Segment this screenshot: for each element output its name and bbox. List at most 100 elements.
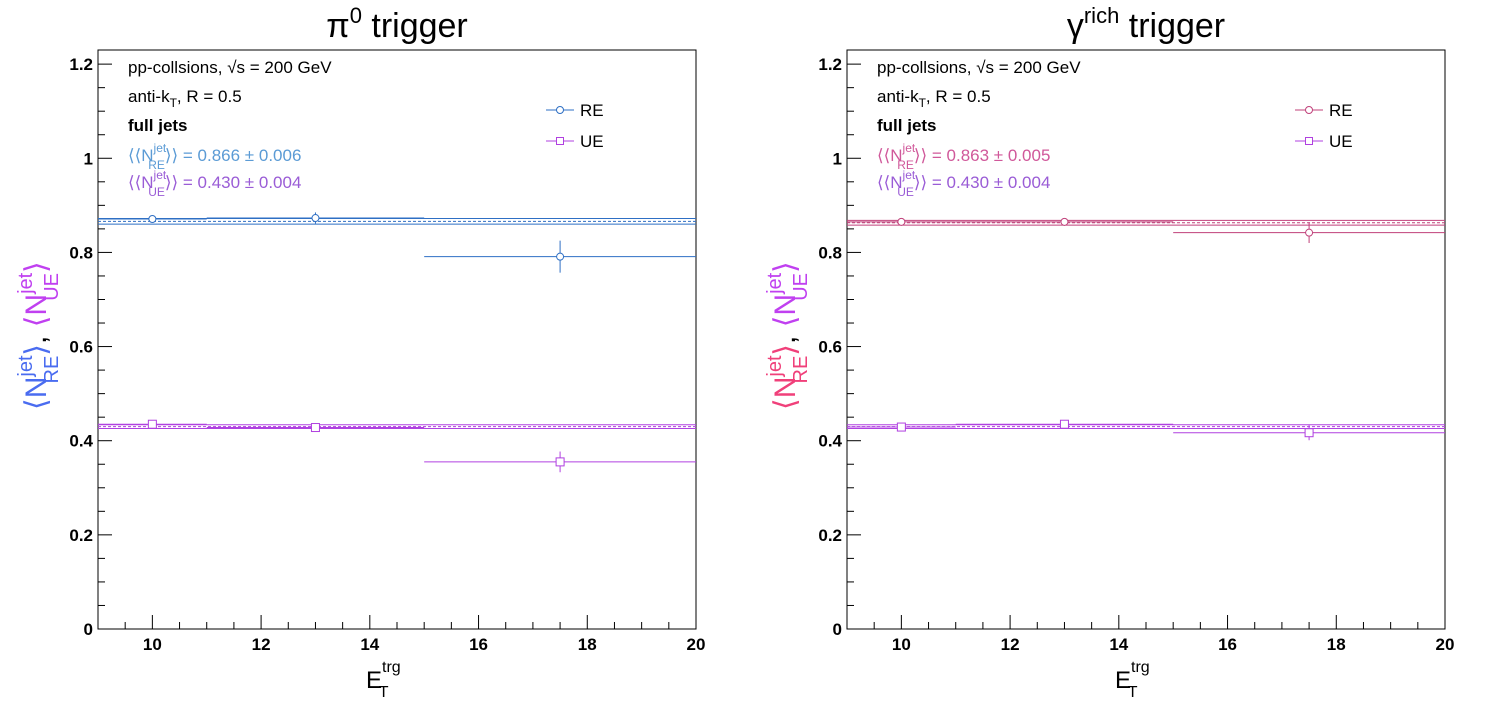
marker-circle xyxy=(556,252,565,261)
y-label-n: N xyxy=(20,377,53,399)
y-tick-label: 1.2 xyxy=(818,55,842,74)
annotation-jets: full jets xyxy=(128,116,188,135)
annotation-ue-mean-sup: jet xyxy=(153,168,167,182)
legend-entry-re: RE xyxy=(1295,101,1353,120)
marker-circle xyxy=(1305,228,1314,237)
legend-label: UE xyxy=(1329,132,1353,151)
title-text: trigger xyxy=(1119,7,1225,45)
data-point xyxy=(424,451,696,473)
y-tick-label: 0 xyxy=(84,620,93,639)
annotation-ue-mean-pre: ⟨⟨N xyxy=(877,173,903,192)
marker-circle xyxy=(148,214,157,223)
y-axis-label: ⟨Njet RE⟩, ⟨Njet UE⟩ xyxy=(764,261,812,410)
data-point xyxy=(98,419,207,429)
y-tick-label: 0 xyxy=(833,620,842,639)
legend-marker-square xyxy=(556,137,564,145)
legend-entry-ue: UE xyxy=(546,132,604,151)
x-tick-label: 20 xyxy=(687,635,706,654)
x-tick-label: 10 xyxy=(892,635,911,654)
y-label-sub-re: RE xyxy=(790,356,812,384)
title-superscript: 0 xyxy=(350,3,362,28)
y-label-sub-re: RE xyxy=(41,356,63,384)
y-label-n: N xyxy=(20,294,53,316)
y-label-open: ⟨ xyxy=(769,316,802,328)
marker-square xyxy=(896,422,906,432)
y-tick-label: 0.8 xyxy=(818,243,842,262)
y-label-sup: jet xyxy=(764,272,786,295)
data-point xyxy=(206,212,425,224)
legend-marker-square xyxy=(1305,137,1313,145)
marker-square xyxy=(555,457,565,467)
annotation-re-mean-pre: ⟨⟨N xyxy=(877,146,903,165)
series-ue xyxy=(847,419,1445,441)
y-axis-label: ⟨Njet RE⟩, ⟨Njet UE⟩ xyxy=(15,261,63,410)
marker-circle xyxy=(897,217,906,226)
annotation-re-mean-post: ⟩⟩ = 0.866 ± 0.006 xyxy=(165,146,302,165)
legend-label: UE xyxy=(580,132,604,151)
data-point xyxy=(206,423,425,433)
y-label-sub-ue: UE xyxy=(790,273,812,301)
x-tick-label: 18 xyxy=(578,635,597,654)
annotation-jets: full jets xyxy=(877,116,937,135)
y-tick-label: 0.2 xyxy=(69,526,93,545)
annotation-system-sqrt: √s xyxy=(976,58,994,77)
annotation-ue-mean: ⟨⟨Njet UE⟩⟩ = 0.430 ± 0.004 xyxy=(877,168,1050,199)
annotation-system-sqrt: √s xyxy=(227,58,245,77)
y-label-comma: , xyxy=(20,327,53,344)
y-label-close: ⟩ xyxy=(769,344,802,356)
legend-label: RE xyxy=(1329,101,1353,120)
marker-square xyxy=(147,419,157,429)
series-ue xyxy=(98,419,696,473)
y-tick-label: 0.4 xyxy=(818,432,842,451)
x-tick-label: 12 xyxy=(1001,635,1020,654)
x-axis-label: Etrg T xyxy=(366,659,401,701)
data-point xyxy=(1173,425,1445,441)
x-axis-label-sub: T xyxy=(1128,684,1138,701)
y-label-sub-ue: UE xyxy=(41,273,63,301)
annotation-ue-mean-sup: jet xyxy=(902,168,916,182)
annotation-system-a: pp-collsions, xyxy=(877,58,976,77)
annotation-ue-mean: ⟨⟨Njet UE⟩⟩ = 0.430 ± 0.004 xyxy=(128,168,301,199)
y-tick-label: 0.4 xyxy=(69,432,93,451)
x-tick-label: 14 xyxy=(360,635,379,654)
y-tick-label: 0.2 xyxy=(818,526,842,545)
title-symbol: π xyxy=(326,7,349,45)
x-tick-label: 16 xyxy=(469,635,488,654)
data-point xyxy=(1173,222,1445,243)
y-label-open: ⟨ xyxy=(769,398,802,410)
y-label-close: ⟩ xyxy=(20,261,53,273)
y-tick-label: 1.2 xyxy=(69,55,93,74)
marker-circle xyxy=(1060,217,1069,226)
data-point xyxy=(955,419,1174,429)
legend-marker-circle xyxy=(1305,106,1313,114)
x-axis-label: Etrg T xyxy=(1115,659,1150,701)
chart-title: π0 trigger xyxy=(326,3,468,45)
y-label-sup: jet xyxy=(15,355,37,378)
annotation-system: pp-collsions, √s = 200 GeV xyxy=(877,58,1081,77)
annotation-ue-mean-post: ⟩⟩ = 0.430 ± 0.004 xyxy=(165,173,302,192)
annotation-algo-b: , R = 0.5 xyxy=(177,87,242,106)
data-point xyxy=(847,217,956,226)
legend-marker-circle xyxy=(556,106,564,114)
annotation-re-mean-sub: RE xyxy=(897,158,914,172)
annotation-re-mean-post: ⟩⟩ = 0.863 ± 0.005 xyxy=(914,146,1051,165)
annotation-ue-mean-post: ⟩⟩ = 0.430 ± 0.004 xyxy=(914,173,1051,192)
plot-frame xyxy=(846,49,1446,630)
annotation-algo-a: anti-k xyxy=(128,87,170,106)
annotation-algorithm: anti-kT, R = 0.5 xyxy=(877,87,991,110)
annotation-algo-sub: T xyxy=(919,96,927,110)
y-label-open: ⟨ xyxy=(20,398,53,410)
x-axis-label-sub: T xyxy=(379,684,389,701)
series-re xyxy=(847,217,1445,243)
annotation-ue-mean-sub: UE xyxy=(897,185,914,199)
title-symbol: γ xyxy=(1067,7,1084,45)
annotation-ue-mean-pre: ⟨⟨N xyxy=(128,173,154,192)
y-label-close: ⟩ xyxy=(769,261,802,273)
annotation-algorithm: anti-kT, R = 0.5 xyxy=(128,87,242,110)
y-tick-label: 0.6 xyxy=(818,338,842,357)
annotation-system-b: = 200 GeV xyxy=(245,58,332,77)
marker-square xyxy=(310,423,320,433)
legend-entry-ue: UE xyxy=(1295,132,1353,151)
data-point xyxy=(955,217,1174,226)
